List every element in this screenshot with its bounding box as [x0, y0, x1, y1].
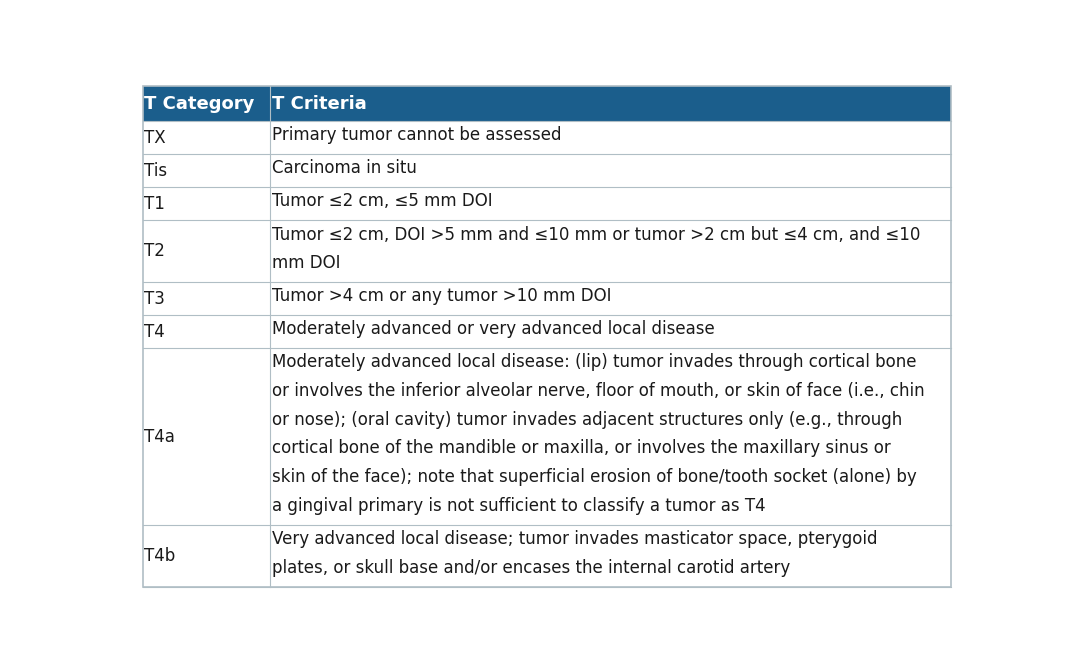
Text: T2: T2: [144, 242, 165, 260]
Text: mm DOI: mm DOI: [272, 254, 340, 272]
Text: T Criteria: T Criteria: [272, 95, 367, 113]
Text: Very advanced local disease; tumor invades masticator space, pterygoid: Very advanced local disease; tumor invad…: [272, 530, 877, 548]
Text: Moderately advanced or very advanced local disease: Moderately advanced or very advanced loc…: [272, 320, 715, 338]
Text: Tumor ≤2 cm, ≤5 mm DOI: Tumor ≤2 cm, ≤5 mm DOI: [272, 192, 492, 210]
Text: T4a: T4a: [144, 428, 175, 446]
Text: Tumor >4 cm or any tumor >10 mm DOI: Tumor >4 cm or any tumor >10 mm DOI: [272, 287, 611, 305]
Text: Tumor ≤2 cm, DOI >5 mm and ≤10 mm or tumor >2 cm but ≤4 cm, and ≤10: Tumor ≤2 cm, DOI >5 mm and ≤10 mm or tum…: [272, 226, 920, 244]
Text: or involves the inferior alveolar nerve, floor of mouth, or skin of face (i.e., : or involves the inferior alveolar nerve,…: [272, 382, 924, 400]
Bar: [143, 86, 951, 121]
Text: or nose); (oral cavity) tumor invades adjacent structures only (e.g., through: or nose); (oral cavity) tumor invades ad…: [272, 411, 902, 429]
Text: T3: T3: [144, 290, 165, 308]
Bar: [143, 121, 951, 155]
Bar: [143, 525, 951, 587]
Bar: [143, 220, 951, 282]
Text: T4: T4: [144, 323, 164, 341]
Text: Moderately advanced local disease: (lip) tumor invades through cortical bone: Moderately advanced local disease: (lip)…: [272, 353, 917, 371]
Bar: [143, 315, 951, 348]
Text: T Category: T Category: [144, 95, 254, 113]
Text: skin of the face); note that superficial erosion of bone/tooth socket (alone) by: skin of the face); note that superficial…: [272, 468, 917, 486]
Bar: [143, 348, 951, 525]
Bar: [143, 282, 951, 315]
Text: a gingival primary is not sufficient to classify a tumor as T4: a gingival primary is not sufficient to …: [272, 497, 765, 515]
Text: plates, or skull base and/or encases the internal carotid artery: plates, or skull base and/or encases the…: [272, 559, 790, 577]
Text: Primary tumor cannot be assessed: Primary tumor cannot be assessed: [272, 127, 561, 145]
Text: cortical bone of the mandible or maxilla, or involves the maxillary sinus or: cortical bone of the mandible or maxilla…: [272, 440, 891, 458]
Text: Tis: Tis: [144, 162, 168, 180]
Text: TX: TX: [144, 129, 165, 147]
Text: T1: T1: [144, 195, 165, 213]
Text: T4b: T4b: [144, 547, 175, 565]
Text: Carcinoma in situ: Carcinoma in situ: [272, 159, 416, 178]
Bar: [143, 155, 951, 188]
Bar: [143, 188, 951, 220]
